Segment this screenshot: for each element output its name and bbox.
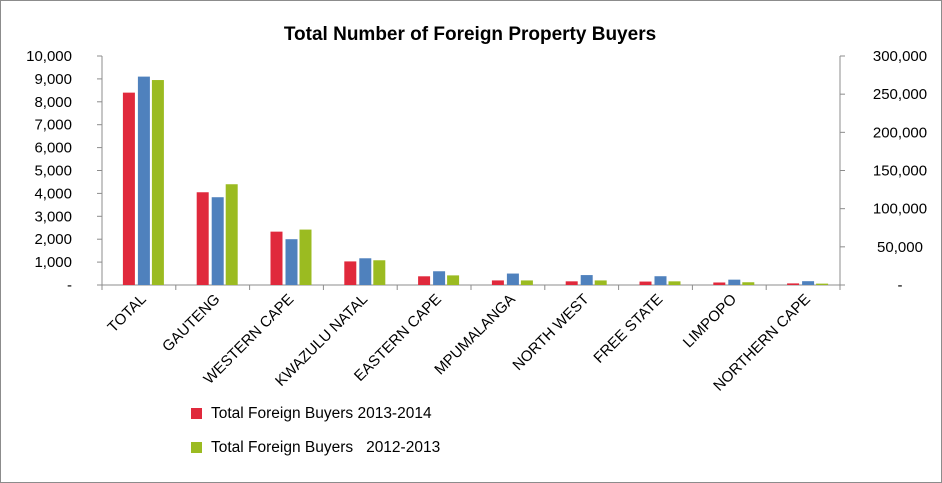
right-tick-label: 200,000 [873,124,927,141]
category-label: MPUMALANGA [431,291,518,378]
left-tick-label: 5,000 [34,163,72,180]
right-tick-label: 300,000 [873,48,927,65]
left-tick-label: 10,000 [26,48,72,65]
bar-total-foreign-buyers-2013-2014-mpumalanga [491,280,504,285]
bar-total-foreign-buyers-2013-2014-north-west [565,281,578,285]
bar-total-foreign-buyers-2012-2013-northern-cape [816,283,829,285]
category-label: FREE STATE [590,291,666,367]
bar-series-1-north-west [580,275,593,285]
category-label: NORTH WEST [509,291,592,374]
bar-series-1-kwazulu-natal [359,258,372,285]
left-tick-label: 3,000 [34,208,72,225]
bar-total-foreign-buyers-2012-2013-western-cape [299,229,312,285]
bar-series-1-total [137,76,150,285]
right-axis-ticks: - 50,000 100,000 150,000 200,000 250,000 300,0… [840,48,927,294]
bar-total-foreign-buyers-2012-2013-free-state [668,281,681,285]
legend-swatch [191,442,202,453]
category-label: GAUTENG [159,291,223,355]
bar-series-1-limpopo [728,279,741,285]
chart-title: Total Number of Foreign Property Buyers [284,24,656,45]
left-tick-label: 8,000 [34,94,72,111]
left-tick-label: 2,000 [34,231,72,248]
bar-total-foreign-buyers-2012-2013-limpopo [742,282,755,285]
left-tick-label: 4,000 [34,185,72,202]
bar-total-foreign-buyers-2013-2014-limpopo [713,282,726,285]
bar-series-1-northern-cape [802,281,815,285]
legend-label: Total Foreign Buyers 2013-2014 [211,405,432,422]
right-tick-label: - [898,277,903,294]
left-tick-label: - [67,277,72,294]
legend-label: Total Foreign Buyers 2012-2013 [211,439,440,456]
bar-series-1-gauteng [211,197,224,285]
bar-total-foreign-buyers-2013-2014-northern-cape [787,283,800,285]
left-tick-label: 9,000 [34,71,72,88]
right-tick-label: 50,000 [877,239,923,256]
right-tick-label: 100,000 [873,201,927,218]
bar-series-1-eastern-cape [433,271,446,285]
left-tick-label: 7,000 [34,117,72,134]
bar-total-foreign-buyers-2013-2014-eastern-cape [418,276,431,285]
bar-total-foreign-buyers-2013-2014-free-state [639,281,652,285]
category-label: TOTAL [104,291,149,336]
bar-total-foreign-buyers-2013-2014-gauteng [196,192,209,285]
bar-total-foreign-buyers-2013-2014-kwazulu-natal [344,261,357,285]
bar-series-1-western-cape [285,239,298,285]
right-tick-label: 150,000 [873,163,927,180]
category-label: LIMPOPO [680,291,740,351]
bar-total-foreign-buyers-2013-2014-total [122,92,135,285]
bar-total-foreign-buyers-2012-2013-kwazulu-natal [373,260,386,285]
right-tick-label: 250,000 [873,86,927,103]
bars [122,76,829,285]
left-tick-label: 1,000 [34,254,72,271]
bar-series-1-free-state [654,276,667,285]
bar-series-1-mpumalanga [506,273,519,285]
legend-swatch [191,408,202,419]
legend: Total Foreign Buyers 2013-2014 Total Fore… [191,405,440,456]
bar-total-foreign-buyers-2012-2013-eastern-cape [447,275,460,285]
bar-total-foreign-buyers-2013-2014-western-cape [270,231,283,285]
bar-total-foreign-buyers-2012-2013-north-west [594,280,607,285]
bar-total-foreign-buyers-2012-2013-gauteng [225,184,238,285]
bar-total-foreign-buyers-2012-2013-mpumalanga [520,280,533,285]
left-axis-ticks: - 1,000 2,000 3,000 4,000 5,000 6,000 7,000 8,00… [26,48,102,294]
left-tick-label: 6,000 [34,140,72,157]
bar-total-foreign-buyers-2012-2013-total [151,80,164,285]
